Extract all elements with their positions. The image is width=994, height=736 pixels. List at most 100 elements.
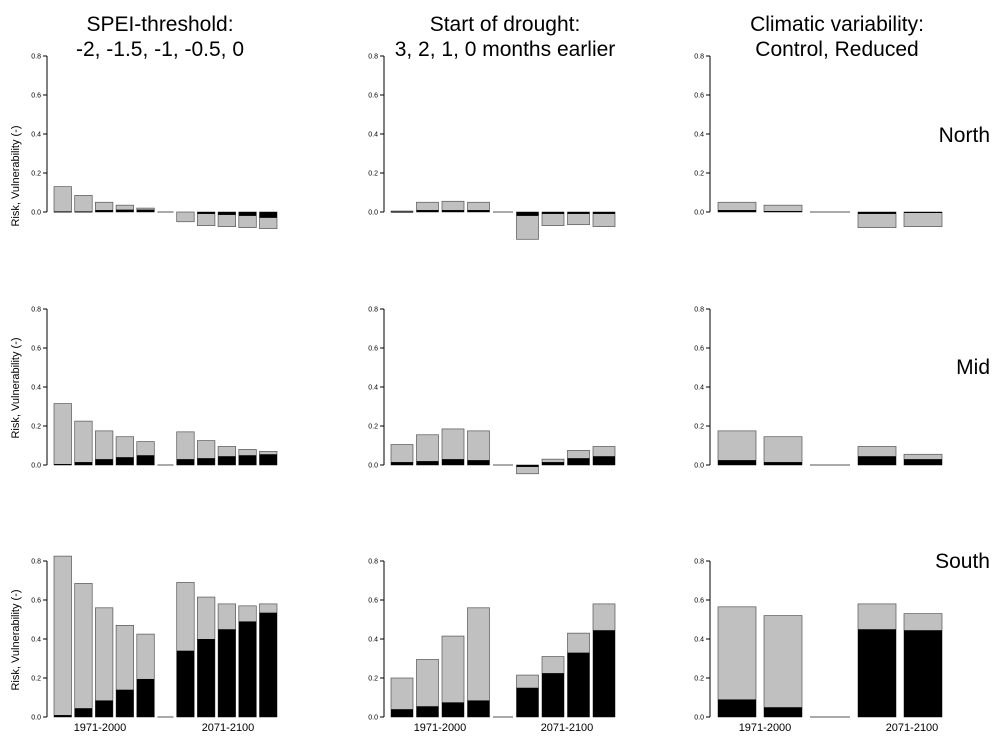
vulnerability-bar <box>904 212 942 213</box>
risk-bar <box>176 211 195 223</box>
vulnerability-bar <box>516 465 539 467</box>
period-label: 2071-2100 <box>885 722 939 734</box>
y-tick-label: 0.4 <box>31 637 41 644</box>
period-label: 1971-2000 <box>413 722 467 734</box>
y-tick-label: 0.8 <box>368 307 378 314</box>
risk-bar <box>763 436 803 466</box>
column-title-line1: SPEI-threshold: <box>86 13 234 36</box>
vulnerability-bar <box>197 212 215 214</box>
vulnerability-bar <box>593 630 615 717</box>
column-title-line2: Control, Reduced <box>755 38 919 61</box>
risk-bar <box>53 555 72 718</box>
period-label: 1971-2000 <box>738 722 792 734</box>
vulnerability-bar <box>136 678 155 717</box>
vulnerability-bar <box>442 702 464 717</box>
vulnerability-bar <box>259 212 277 218</box>
vulnerability-bar <box>516 212 539 216</box>
vulnerability-bar <box>718 699 756 717</box>
vulnerability-bar <box>467 700 490 717</box>
period-label: 1971-2000 <box>73 722 127 734</box>
vulnerability-bar <box>218 629 236 717</box>
vulnerability-bar <box>197 639 215 717</box>
y-tick-label: 0.4 <box>368 637 378 644</box>
y-tick-label: 0.6 <box>368 93 378 100</box>
y-tick-label: 0.2 <box>694 171 704 178</box>
y-tick-label: 0.2 <box>31 171 41 178</box>
risk-bar <box>53 403 72 466</box>
y-tick-label: 0.8 <box>368 559 378 566</box>
vulnerability-bar <box>136 209 155 212</box>
vulnerability-bar <box>542 673 564 717</box>
vulnerability-bar <box>467 210 490 212</box>
y-tick-label: 0.8 <box>31 54 41 61</box>
vulnerability-bar <box>259 454 277 465</box>
vulnerability-bar <box>442 459 464 465</box>
vulnerability-bar <box>391 462 413 465</box>
y-tick-label: 0.4 <box>368 132 378 139</box>
vulnerability-bar <box>116 457 134 465</box>
y-tick-label: 0.6 <box>31 93 41 100</box>
y-tick-label: 0.6 <box>31 346 41 353</box>
vulnerability-bar <box>176 459 195 465</box>
column-title-line1: Climatic variability: <box>750 13 924 36</box>
vulnerability-bar <box>116 689 134 717</box>
y-tick-label: 0.2 <box>31 424 41 431</box>
vulnerability-bar <box>54 464 72 466</box>
vulnerability-bar <box>858 629 896 717</box>
y-tick-label: 0.2 <box>368 171 378 178</box>
y-tick-label: 0.2 <box>31 676 41 683</box>
y-tick-label: 0.2 <box>694 424 704 431</box>
column-title-line2: -2, -1.5, -1, -0.5, 0 <box>75 38 245 61</box>
column-title-drought-start: Start of drought: 3, 2, 1, 0 months earl… <box>355 12 655 62</box>
vulnerability-bar <box>391 211 413 213</box>
y-tick-label: 0.6 <box>31 598 41 605</box>
column-title-climatic-variability: Climatic variability: Control, Reduced <box>687 12 987 62</box>
vulnerability-bar <box>238 212 257 216</box>
vulnerability-bar <box>516 687 539 717</box>
vulnerability-bar <box>764 707 802 717</box>
y-tick-label: 0.6 <box>368 598 378 605</box>
region-label-north: North <box>938 124 990 147</box>
vulnerability-bar <box>904 459 942 465</box>
risk-bar <box>717 606 757 718</box>
vulnerability-bar <box>197 458 215 465</box>
y-tick-label: 0.6 <box>694 93 704 100</box>
vulnerability-bar <box>904 630 942 717</box>
y-tick-label: 0.4 <box>31 385 41 392</box>
y-tick-label: 0.2 <box>368 676 378 683</box>
y-tick-label: 0.0 <box>368 210 378 217</box>
risk-bar <box>541 211 565 226</box>
vulnerability-bar <box>858 212 896 214</box>
period-label: 2071-2100 <box>201 722 255 734</box>
vulnerability-bar <box>74 211 93 213</box>
y-tick-label: 0.0 <box>31 210 41 217</box>
y-tick-label: 0.0 <box>31 715 41 722</box>
vulnerability-bar <box>567 212 590 214</box>
vulnerability-bar <box>416 706 439 717</box>
vulnerability-bar <box>442 210 464 212</box>
risk-bar <box>903 211 943 227</box>
risk-bar <box>74 583 93 718</box>
vulnerability-bar <box>218 212 236 215</box>
risk-bar <box>53 186 72 213</box>
vulnerability-bar <box>54 211 72 213</box>
region-label-south: South <box>935 550 990 573</box>
y-tick-label: 0.8 <box>368 54 378 61</box>
vulnerability-bar <box>467 460 490 465</box>
vulnerability-bar <box>74 708 93 717</box>
vulnerability-bar <box>416 461 439 465</box>
y-tick-label: 0.4 <box>694 132 704 139</box>
vulnerability-bar <box>136 455 155 465</box>
y-tick-label: 0.8 <box>31 307 41 314</box>
vulnerability-bar <box>764 211 802 213</box>
risk-bar <box>763 204 803 213</box>
risk-bar <box>416 434 439 466</box>
column-title-line1: Start of drought: <box>429 13 581 36</box>
period-label: 2071-2100 <box>540 722 594 734</box>
y-tick-label: 0.4 <box>694 637 704 644</box>
risk-bar <box>74 195 93 213</box>
region-label-mid: Mid <box>956 356 990 379</box>
vulnerability-bar <box>218 456 236 465</box>
risk-bar <box>717 430 757 466</box>
